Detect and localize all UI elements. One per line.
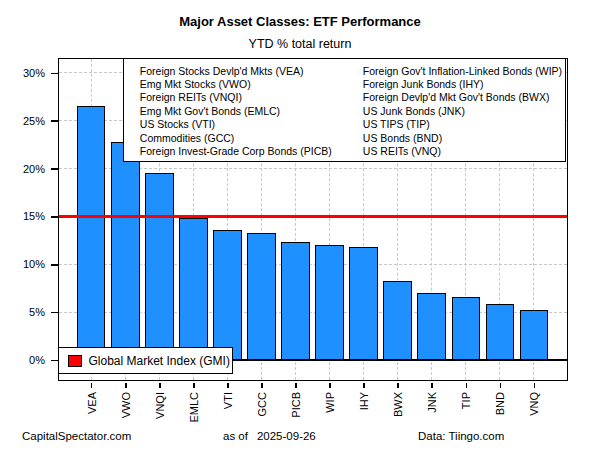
legend-item: US Bonds (BND) [363,132,562,145]
etf-legend-box: Foreign Stocks Devlp'd Mkts (VEA)Emg Mkt… [123,58,566,162]
x-axis-label: VWO [120,392,132,432]
bar [486,304,515,360]
x-axis-label: VEA [86,392,98,432]
legend-item: Foreign Gov't Inflation-Linked Bonds (WI… [363,65,562,78]
legend-item: Emg Mkt Stocks (VWO) [140,78,332,91]
x-axis-label: BND [494,392,506,432]
x-axis-tick [91,383,93,389]
legend-item: Commodities (GCC) [140,132,332,145]
x-axis-tick [125,383,127,389]
x-axis-tick [193,383,195,389]
y-axis-label: 10% [0,258,45,271]
legend-item: Foreign Invest-Grade Corp Bonds (PICB) [140,145,332,158]
x-axis-label: BWX [392,392,404,432]
y-axis-label: 20% [0,163,45,176]
bar [213,230,242,360]
legend-item: US Junk Bonds (JNK) [363,105,562,118]
legend-item: US TIPS (TIP) [363,118,562,131]
x-axis-tick [431,383,433,389]
bar [111,142,140,360]
bar [417,293,446,360]
y-axis-tick [51,264,58,266]
bar [145,173,174,360]
etf-legend-column-2: Foreign Gov't Inflation-Linked Bonds (WI… [363,65,562,159]
x-axis-label: VTI [222,392,234,432]
legend-item: Foreign Junk Bonds (IHY) [363,78,562,91]
x-axis-label: WIP [324,392,336,432]
x-axis-tick [159,383,161,389]
y-axis-label: 15% [0,210,45,223]
y-axis-label: 5% [0,306,45,319]
gmi-red-swatch-icon [68,355,82,367]
x-axis-label: EMLC [188,392,200,432]
bar [247,233,276,360]
legend-item: Emg Mkt Gov't Bonds (EMLC) [140,105,332,118]
bar [520,310,549,360]
x-axis-label: TIP [460,392,472,432]
chart-canvas: Major Asset Classes: ETF Performance YTD… [0,0,600,450]
bar [315,245,344,360]
x-axis-tick [261,383,263,389]
x-axis-label: VNQ [528,392,540,432]
y-axis-label: 30% [0,67,45,80]
y-axis-label: 0% [0,354,45,367]
legend-item: US Stocks (VTI) [140,118,332,131]
footer-source-left: CapitalSpectator.com [22,430,131,442]
y-axis-tick [51,120,58,122]
y-axis-label: 25% [0,115,45,128]
bar [281,242,310,360]
y-axis-tick [51,216,58,218]
etf-legend-column-1: Foreign Stocks Devlp'd Mkts (VEA)Emg Mkt… [140,65,332,159]
x-axis-tick [295,383,297,389]
x-axis-tick [329,383,331,389]
x-axis-tick [363,383,365,389]
bar [179,218,208,360]
gmi-legend-box: Global Market Index (GMI) [58,347,233,374]
gmi-reference-line [59,215,567,218]
x-axis-tick [227,383,229,389]
gmi-legend-label: Global Market Index (GMI) [89,348,230,373]
x-axis-label: PICB [290,392,302,432]
bar [349,247,378,360]
x-axis-label: GCC [256,392,268,432]
x-axis-tick [397,383,399,389]
x-axis-label: VNQI [154,392,166,432]
x-axis-label: JNK [426,392,438,432]
legend-item: Foreign Stocks Devlp'd Mkts (VEA) [140,65,332,78]
x-axis-tick [466,383,468,389]
y-axis-tick [51,168,58,170]
plot-area: Foreign Stocks Devlp'd Mkts (VEA)Emg Mkt… [58,58,568,381]
bar [452,297,481,360]
x-axis-label: IHY [358,392,370,432]
x-axis-tick [534,383,536,389]
y-axis-tick [51,73,58,75]
chart-subtitle: YTD % total return [0,37,600,51]
y-axis-tick [51,312,58,314]
bar [77,106,106,360]
bar [383,281,412,360]
legend-item: Foreign Devlp'd Mkt Gov't Bonds (BWX) [363,91,562,104]
legend-item: US REITs (VNQ) [363,145,562,158]
chart-title: Major Asset Classes: ETF Performance [0,14,600,29]
legend-item: Foreign REITs (VNQI) [140,91,332,104]
x-axis-tick [500,383,502,389]
